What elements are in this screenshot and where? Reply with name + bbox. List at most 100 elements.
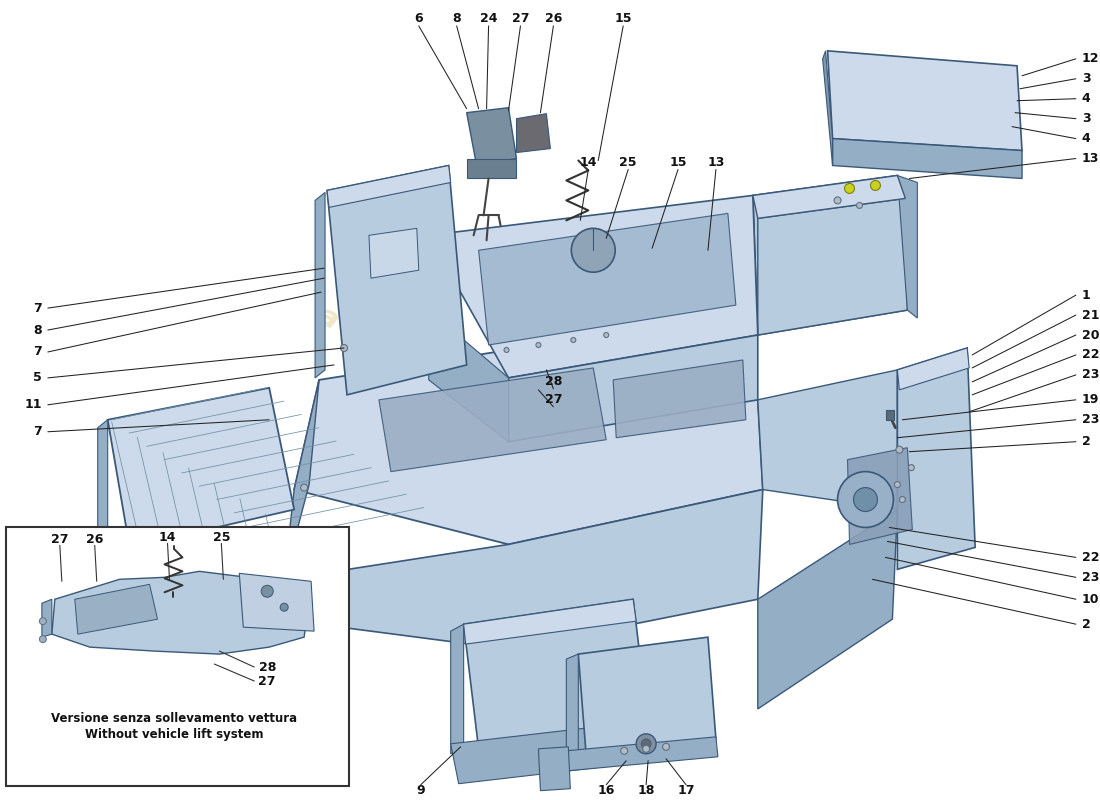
Circle shape [504, 347, 509, 353]
Circle shape [662, 743, 670, 750]
Text: 7: 7 [33, 346, 42, 358]
Polygon shape [463, 599, 648, 749]
Polygon shape [758, 510, 898, 709]
Polygon shape [315, 193, 326, 378]
Text: 13: 13 [707, 156, 725, 169]
Text: 22: 22 [1081, 349, 1099, 362]
Text: 14: 14 [158, 531, 176, 544]
Polygon shape [327, 166, 451, 207]
Text: 10: 10 [1081, 593, 1099, 606]
Polygon shape [429, 195, 758, 378]
Circle shape [641, 739, 651, 749]
Polygon shape [368, 228, 419, 278]
Polygon shape [898, 175, 917, 318]
Text: 3: 3 [1081, 72, 1090, 86]
Text: 1: 1 [1081, 289, 1090, 302]
Text: 24: 24 [480, 13, 497, 26]
Polygon shape [451, 624, 463, 754]
Circle shape [261, 586, 273, 598]
Text: 3: 3 [1081, 112, 1090, 125]
Circle shape [571, 228, 615, 272]
Polygon shape [566, 737, 718, 770]
Text: 27: 27 [544, 394, 562, 406]
Polygon shape [429, 235, 508, 442]
Circle shape [900, 497, 905, 502]
Polygon shape [264, 579, 284, 709]
Text: 13: 13 [1081, 152, 1099, 165]
Circle shape [642, 746, 650, 752]
Circle shape [895, 446, 903, 453]
Text: 17: 17 [678, 784, 695, 797]
Text: 7: 7 [33, 426, 42, 438]
Polygon shape [898, 348, 976, 570]
Polygon shape [827, 51, 1022, 150]
Polygon shape [833, 138, 1022, 178]
Text: 23: 23 [1081, 414, 1099, 426]
Polygon shape [102, 530, 130, 554]
Polygon shape [279, 490, 762, 649]
FancyBboxPatch shape [6, 527, 349, 786]
Circle shape [40, 618, 46, 625]
Text: a passion for parts since 1996: a passion for parts since 1996 [314, 301, 763, 558]
Circle shape [909, 465, 914, 470]
Polygon shape [508, 335, 758, 442]
Circle shape [40, 636, 46, 642]
Text: 26: 26 [544, 13, 562, 26]
Text: 28: 28 [544, 375, 562, 388]
Polygon shape [613, 360, 746, 438]
Text: Without vehicle lift system: Without vehicle lift system [85, 728, 264, 742]
Polygon shape [478, 214, 736, 345]
Circle shape [837, 472, 893, 527]
Polygon shape [98, 420, 108, 534]
Text: 18: 18 [637, 784, 654, 797]
Text: 15: 15 [615, 13, 631, 26]
Text: 11: 11 [24, 398, 42, 411]
Polygon shape [517, 114, 550, 153]
Polygon shape [284, 380, 319, 579]
Text: 23: 23 [1081, 571, 1099, 584]
Polygon shape [887, 410, 894, 420]
Text: 25: 25 [619, 156, 637, 169]
Text: 12: 12 [1081, 52, 1099, 66]
Text: 21: 21 [1081, 309, 1099, 322]
Circle shape [341, 345, 348, 351]
Text: 19: 19 [1081, 394, 1099, 406]
Polygon shape [752, 175, 908, 335]
Text: 27: 27 [258, 674, 276, 687]
Polygon shape [240, 574, 315, 631]
Polygon shape [294, 350, 762, 545]
Circle shape [280, 603, 288, 611]
Polygon shape [52, 571, 309, 654]
Text: 16: 16 [597, 784, 615, 797]
Circle shape [536, 342, 541, 347]
Polygon shape [463, 599, 636, 644]
Polygon shape [466, 158, 517, 178]
Polygon shape [579, 637, 716, 757]
Text: 14: 14 [580, 156, 597, 169]
Text: 27: 27 [51, 533, 68, 546]
Circle shape [604, 333, 608, 338]
Text: Versione senza sollevamento vettura: Versione senza sollevamento vettura [52, 712, 298, 726]
Text: 20: 20 [1081, 329, 1099, 342]
Circle shape [894, 482, 901, 487]
Text: 26: 26 [86, 533, 103, 546]
Polygon shape [327, 166, 466, 395]
Text: 25: 25 [212, 531, 230, 544]
Circle shape [636, 734, 656, 754]
Text: 23: 23 [1081, 369, 1099, 382]
Polygon shape [42, 599, 52, 637]
Text: 4: 4 [1081, 132, 1090, 145]
Polygon shape [823, 51, 833, 166]
Circle shape [571, 338, 575, 342]
Circle shape [620, 747, 628, 754]
Text: 4: 4 [1081, 92, 1090, 106]
Text: 22: 22 [1081, 551, 1099, 564]
Text: 7: 7 [33, 302, 42, 314]
Text: 27: 27 [512, 13, 529, 26]
Polygon shape [898, 348, 969, 390]
Text: 9: 9 [417, 784, 425, 797]
Polygon shape [466, 108, 517, 166]
Text: 2: 2 [1081, 618, 1090, 630]
Text: 5: 5 [33, 371, 42, 384]
Circle shape [870, 181, 880, 190]
